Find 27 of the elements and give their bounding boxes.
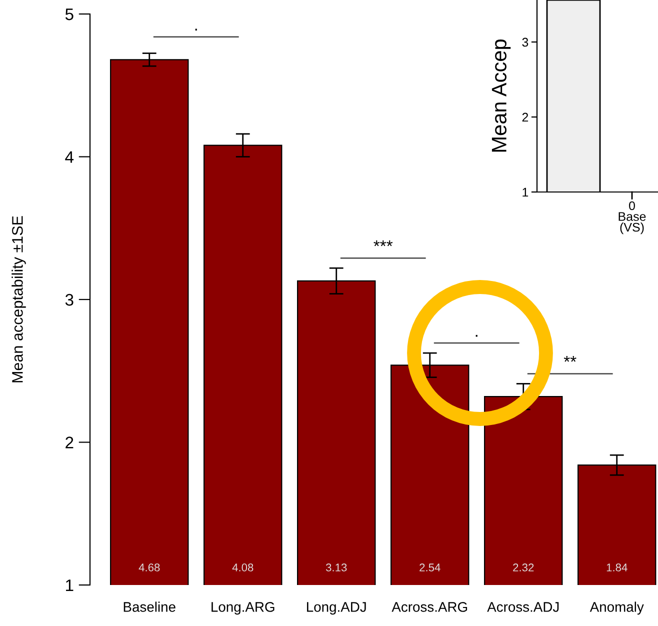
x-tick-label: Long.ADJ	[307, 602, 366, 615]
data-label: 3.13	[326, 564, 347, 572]
data-label: 2.32	[513, 564, 534, 572]
y-tick-label: 4	[65, 151, 74, 163]
y-tick-label: 2	[66, 436, 74, 448]
data-label: 1.84	[606, 564, 628, 572]
y-axis-title: Mean Accep	[492, 40, 511, 152]
y-tick-label: 3	[65, 294, 74, 306]
annotation: .	[195, 28, 197, 31]
y-tick-label: 1	[66, 580, 74, 592]
y-tick-label: 5	[65, 8, 74, 20]
annotation: .	[476, 334, 478, 337]
x-tick-label: Long.ARG	[212, 602, 274, 615]
y-tick-label: 1	[522, 188, 528, 197]
annotation: 0 Base (VS)	[618, 201, 646, 234]
annotation: ***	[374, 240, 393, 246]
data-label: 4.68	[138, 564, 160, 572]
x-tick-label: Across.ARG	[392, 602, 468, 612]
x-tick-label: Across.ADJ	[487, 602, 559, 612]
y-tick-label: 3	[522, 38, 528, 47]
data-label: 2.54	[420, 564, 440, 572]
x-tick-label: Anomaly	[590, 602, 644, 615]
y-axis-title: Mean acceptability ±1SE	[12, 216, 26, 382]
y-tick-label: 2	[522, 112, 528, 122]
annotation: **	[564, 356, 576, 362]
data-label: 4.08	[232, 564, 254, 572]
x-tick-label: Baseline	[124, 602, 176, 612]
